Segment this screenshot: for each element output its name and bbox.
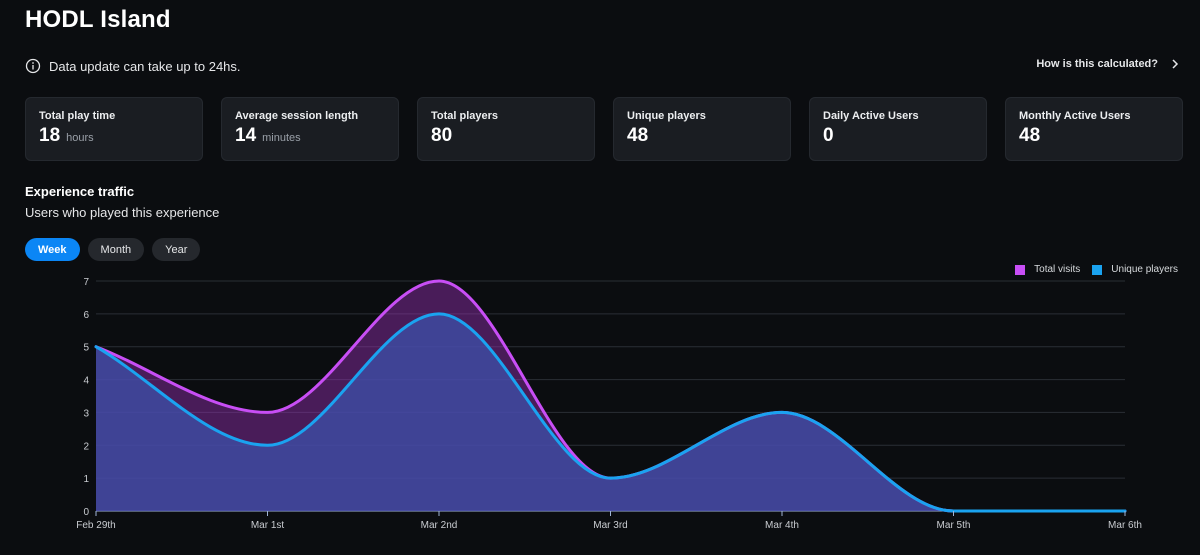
chart-areas xyxy=(96,281,1125,511)
stat-card-total-players: Total players 80 xyxy=(417,97,595,161)
legend-swatch-unique-players xyxy=(1092,264,1103,275)
stat-value: 48 xyxy=(1019,125,1041,146)
stat-label: Total players xyxy=(431,110,499,122)
tab-week[interactable]: Week xyxy=(25,238,80,261)
stat-card-total-play-time: Total play time 18 hours xyxy=(25,97,203,161)
period-tabs: Week Month Year xyxy=(25,238,201,261)
traffic-chart: 0 1 2 3 4 5 6 7 Feb 29th Mar 1st Mar 2nd Mar 3rd Ma… xyxy=(76,277,1142,531)
how-calculated-label: How is this calculated? xyxy=(1036,58,1158,70)
stat-card-unique-players: Unique players 48 xyxy=(613,97,791,161)
tab-month[interactable]: Month xyxy=(87,238,145,261)
x-axis-ticks: Feb 29th Mar 1st Mar 2nd Mar 3rd Mar 4th Mar … xyxy=(76,511,1142,531)
chart-lines xyxy=(94,279,1127,513)
chevron-right-icon xyxy=(1172,59,1179,69)
x-tick-label: Mar 6th xyxy=(1108,520,1142,531)
y-tick-label: 2 xyxy=(83,441,89,452)
y-tick-label: 6 xyxy=(83,310,89,321)
y-tick-label: 4 xyxy=(83,376,89,387)
stat-unit: hours xyxy=(66,132,94,144)
x-tick-label: Mar 4th xyxy=(765,520,799,531)
x-tick-label: Mar 5th xyxy=(937,520,971,531)
page-title: HODL Island xyxy=(25,6,171,33)
info-icon xyxy=(25,58,41,74)
stat-label: Monthly Active Users xyxy=(1019,110,1131,122)
legend-label: Unique players xyxy=(1111,264,1178,275)
stat-value: 80 xyxy=(431,125,453,146)
x-tick-label: Mar 1st xyxy=(251,520,285,531)
data-update-notice: Data update can take up to 24hs. xyxy=(25,58,241,74)
stat-value: 48 xyxy=(627,125,649,146)
legend-item-unique-players[interactable]: Unique players xyxy=(1092,264,1178,275)
y-tick-label: 3 xyxy=(83,408,89,419)
legend-item-total-visits[interactable]: Total visits xyxy=(1015,264,1080,275)
x-tick-label: Feb 29th xyxy=(76,520,115,531)
stat-label: Average session length xyxy=(235,110,359,122)
notice-text: Data update can take up to 24hs. xyxy=(49,58,241,74)
y-tick-label: 1 xyxy=(83,474,89,485)
stat-value: 14 xyxy=(235,125,257,146)
stat-card-monthly-active-users: Monthly Active Users 48 xyxy=(1005,97,1183,161)
y-tick-label: 0 xyxy=(83,507,89,518)
stat-label: Daily Active Users xyxy=(823,110,919,122)
stat-value: 18 xyxy=(39,125,61,146)
legend-label: Total visits xyxy=(1034,264,1081,275)
how-calculated-link[interactable]: How is this calculated? xyxy=(1036,58,1180,70)
series-line-unique-players[interactable] xyxy=(94,312,1127,513)
section-title: Experience traffic xyxy=(25,184,135,199)
stat-label: Unique players xyxy=(627,110,706,122)
stat-label: Total play time xyxy=(39,110,116,122)
chart-legend: Total visits Unique players xyxy=(1015,264,1178,275)
y-tick-label: 5 xyxy=(83,343,89,354)
section-subtitle: Users who played this experience xyxy=(25,205,220,220)
stat-unit: minutes xyxy=(262,132,301,144)
y-axis-ticks: 0 1 2 3 4 5 6 7 xyxy=(83,277,89,518)
stat-card-average-session-length: Average session length 14 minutes xyxy=(221,97,399,161)
x-tick-label: Mar 2nd xyxy=(421,520,458,531)
y-tick-label: 7 xyxy=(83,277,89,288)
tab-year[interactable]: Year xyxy=(152,238,201,261)
stat-card-daily-active-users: Daily Active Users 0 xyxy=(809,97,987,161)
stat-value: 0 xyxy=(823,125,834,146)
x-tick-label: Mar 3rd xyxy=(593,520,627,531)
legend-swatch-total-visits xyxy=(1015,264,1026,275)
